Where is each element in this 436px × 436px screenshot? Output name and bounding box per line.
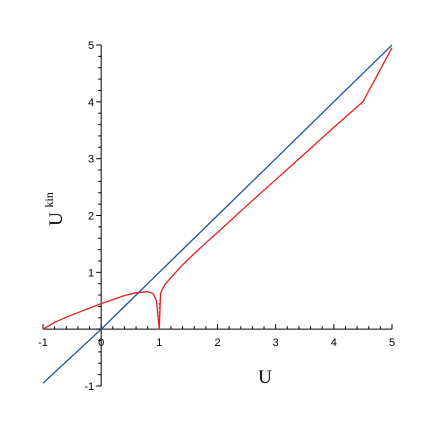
tick-labels: -1 0 1 2 3 4 5 -1 1 2 3 4 5: [38, 40, 395, 393]
x-tick-label: 2: [214, 337, 220, 349]
y-tick-label: -1: [84, 381, 94, 393]
x-axis-title: U: [258, 367, 272, 388]
x-tick-label: 1: [156, 337, 162, 349]
y-tick-label: 3: [88, 154, 94, 166]
x-tick-label: 4: [331, 337, 337, 349]
y-axis-title-superscript: kin: [42, 192, 56, 207]
y-tick-label: 2: [88, 211, 94, 223]
y-tick-label: 1: [88, 267, 94, 279]
series-line-2: [42, 47, 393, 330]
x-tick-label: 3: [273, 337, 279, 349]
y-axis-title: U kin: [42, 192, 67, 226]
series-layer: [42, 44, 393, 384]
x-tick-label: -1: [38, 337, 48, 349]
x-tick-label: 5: [389, 337, 395, 349]
series-line-1: [42, 44, 393, 384]
origin-label: 0: [98, 337, 104, 349]
y-tick-label: 4: [88, 97, 94, 109]
y-tick-label: 5: [88, 40, 94, 52]
y-axis-title-main: U: [46, 212, 67, 226]
